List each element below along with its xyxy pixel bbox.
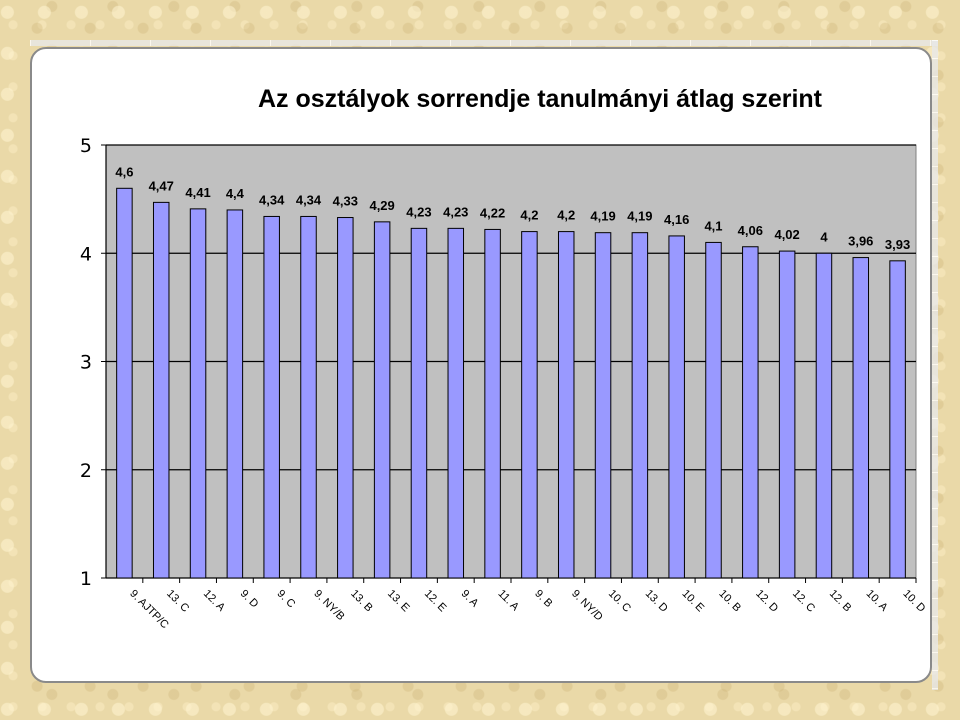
bar xyxy=(705,241,722,579)
data-label: 3,96 xyxy=(848,234,873,249)
x-tick-label: 12. A xyxy=(201,588,228,615)
x-tick-label: 9. NY/B xyxy=(311,588,346,623)
y-tick-label: 1 xyxy=(80,568,92,590)
x-tick-label: 12. B xyxy=(827,588,854,615)
data-label: 4,22 xyxy=(480,205,505,220)
data-label: 3,93 xyxy=(885,237,910,252)
bar xyxy=(815,252,833,579)
x-tick-label: 11. A xyxy=(495,588,521,614)
data-label: 4,34 xyxy=(296,192,322,207)
bar xyxy=(410,227,428,579)
bar xyxy=(189,208,207,579)
data-label: 4,1 xyxy=(704,218,722,233)
bar xyxy=(337,217,354,579)
data-label: 4,06 xyxy=(738,223,763,238)
x-tick-label: 9. A xyxy=(459,588,481,610)
bar xyxy=(116,187,133,579)
bar xyxy=(668,235,685,579)
x-tick-label: 10. A xyxy=(864,588,891,615)
bar xyxy=(152,201,170,579)
bar xyxy=(373,221,391,579)
y-tick-label: 4 xyxy=(80,243,92,265)
data-label: 4,6 xyxy=(115,164,133,179)
bar xyxy=(263,215,280,579)
data-label: 4,19 xyxy=(590,209,615,224)
bar xyxy=(594,232,612,579)
bar xyxy=(778,250,796,579)
bar xyxy=(226,209,244,579)
data-label: 4,47 xyxy=(149,178,174,193)
x-tick-label: 10. E xyxy=(680,588,707,615)
data-label: 4,4 xyxy=(226,186,245,201)
x-tick-label: 9. NY/D xyxy=(569,588,605,624)
data-label: 4,34 xyxy=(259,192,285,207)
data-label: 4,23 xyxy=(443,204,468,219)
x-tick-label: 13. C xyxy=(164,588,191,615)
y-tick-label: 5 xyxy=(80,135,92,157)
data-label: 4,2 xyxy=(557,208,575,223)
y-tick-label: 2 xyxy=(80,460,92,482)
bar xyxy=(484,228,501,579)
x-tick-label: 10. C xyxy=(606,588,633,615)
x-tick-label: 10. B xyxy=(716,588,743,615)
slide-edge-right xyxy=(932,40,938,690)
data-label: 4,33 xyxy=(333,194,358,209)
x-tick-label: 12. C xyxy=(790,588,817,615)
bar xyxy=(557,231,575,579)
bar xyxy=(521,231,538,579)
x-tick-label: 9. AJTP/C xyxy=(127,588,171,632)
x-tick-label: 13. D xyxy=(643,588,670,615)
bar xyxy=(742,246,759,579)
bar xyxy=(631,232,649,579)
data-label: 4,19 xyxy=(627,209,652,224)
x-tick-label: 13. E xyxy=(385,588,412,615)
x-tick-label: 13. B xyxy=(348,588,375,615)
x-tick-label: 12. D xyxy=(753,588,780,615)
bar xyxy=(889,260,906,579)
data-label: 4,16 xyxy=(664,212,689,227)
bar xyxy=(300,215,317,579)
chart-title: Az osztályok sorrendje tanulmányi átlag … xyxy=(258,85,823,113)
x-tick-label: 9. C xyxy=(275,588,298,611)
plot-area: 1 2 3 4 5 4,6 9. AJTP/C 4,47 13. C 4,41 12. A 4,4 9.… xyxy=(80,135,928,631)
x-tick-label: 9. B xyxy=(532,588,554,610)
bar xyxy=(852,257,870,579)
data-label: 4 xyxy=(820,229,828,244)
x-tick-label: 10. D xyxy=(900,588,927,615)
data-label: 4,2 xyxy=(520,208,538,223)
data-label: 4,23 xyxy=(406,204,431,219)
data-label: 4,41 xyxy=(185,185,210,200)
x-tick-label: 9. D xyxy=(238,588,261,611)
data-label: 4,02 xyxy=(774,227,799,242)
data-label: 4,29 xyxy=(369,198,394,213)
x-tick-label: 12. E xyxy=(422,588,449,615)
y-tick-label: 3 xyxy=(80,352,92,374)
slide-edge-top xyxy=(30,40,938,46)
bar xyxy=(447,227,465,579)
